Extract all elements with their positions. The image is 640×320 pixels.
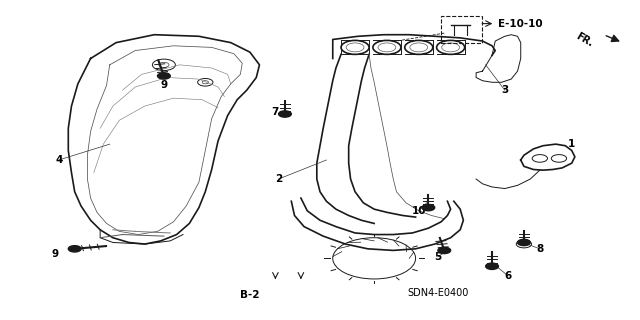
Text: 5: 5 <box>435 252 442 262</box>
Text: 1: 1 <box>568 139 575 149</box>
Text: 6: 6 <box>504 271 511 281</box>
FancyArrowPatch shape <box>606 35 619 42</box>
Text: E-10-10: E-10-10 <box>499 19 543 28</box>
Text: 10: 10 <box>412 206 426 216</box>
Text: FR.: FR. <box>574 31 595 48</box>
Circle shape <box>518 239 531 246</box>
Circle shape <box>68 246 81 252</box>
Text: SDN4-E0400: SDN4-E0400 <box>407 288 468 298</box>
Text: 3: 3 <box>501 85 508 95</box>
Circle shape <box>422 204 435 211</box>
Text: 4: 4 <box>55 155 63 165</box>
Text: 8: 8 <box>536 244 543 254</box>
Text: B-2: B-2 <box>240 290 260 300</box>
Text: 7: 7 <box>272 108 279 117</box>
Circle shape <box>486 263 499 269</box>
Text: 2: 2 <box>275 174 282 184</box>
Text: 9: 9 <box>160 80 168 91</box>
Circle shape <box>438 247 451 253</box>
Circle shape <box>157 73 170 79</box>
Text: 9: 9 <box>52 249 59 259</box>
Circle shape <box>278 111 291 117</box>
